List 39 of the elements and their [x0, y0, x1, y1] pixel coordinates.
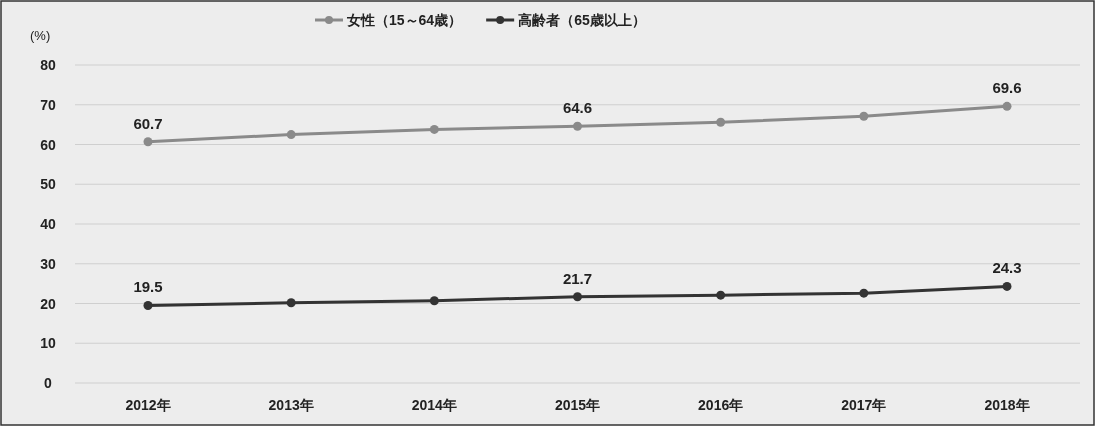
y-tick-label: 50 [40, 176, 56, 193]
y-tick-label: 10 [40, 335, 56, 352]
point [429, 296, 439, 306]
x-tick-label: 2016年 [698, 397, 744, 413]
data-label: 21.7 [562, 269, 593, 287]
point [143, 137, 153, 147]
y-axis-title: (%) [30, 28, 51, 43]
x-tick-label: 2018年 [984, 397, 1030, 413]
y-tick-label: 0 [44, 375, 53, 391]
y-tick-label: 80 [40, 57, 56, 73]
x-tick-label: 2012年 [125, 397, 171, 413]
data-label: 64.6 [562, 99, 593, 117]
point [716, 290, 726, 300]
point [859, 288, 869, 298]
y-tick-label: 60 [40, 136, 56, 153]
x-tick-label: 2013年 [268, 397, 314, 413]
legend-label: 女性（15～64歳） [346, 12, 463, 28]
point [573, 121, 582, 131]
y-tick-label: 30 [40, 255, 56, 272]
point [573, 292, 582, 302]
x-tick-label: 2015年 [554, 397, 601, 413]
y-tick-label: 20 [40, 295, 56, 312]
data-label: 24.3 [992, 259, 1022, 277]
y-tick-label: 70 [40, 96, 56, 113]
data-label: 60.7 [133, 114, 163, 132]
x-tick-label: 2017年 [841, 397, 887, 413]
point [286, 298, 296, 308]
point [286, 130, 296, 140]
point [716, 117, 726, 127]
legend-label: 高齢者（65歳以上） [518, 12, 646, 28]
point [143, 300, 153, 310]
point [1002, 101, 1012, 111]
x-tick-label: 2014年 [411, 397, 457, 413]
point [859, 111, 869, 121]
data-label: 69.6 [992, 79, 1022, 97]
y-tick-label: 40 [40, 216, 56, 232]
point [429, 124, 439, 134]
point [1002, 281, 1012, 291]
data-label: 19.5 [133, 278, 163, 296]
